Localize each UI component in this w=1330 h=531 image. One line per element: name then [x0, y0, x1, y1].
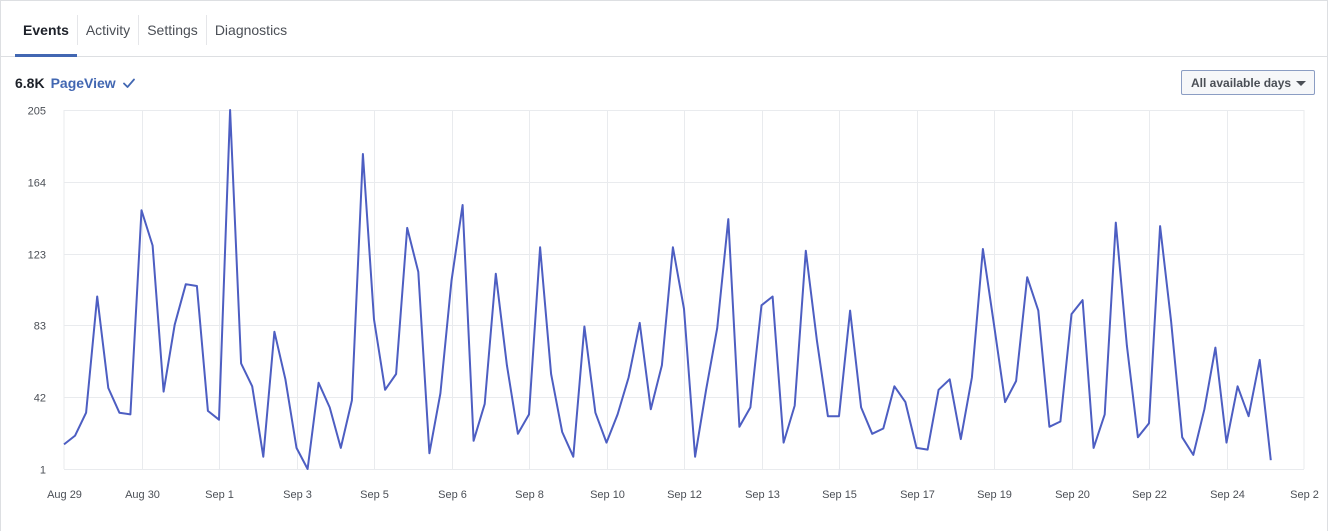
tab-bar: Events Activity Settings Diagnostics — [1, 1, 1327, 57]
date-range-dropdown[interactable]: All available days — [1181, 70, 1315, 95]
tab-divider — [138, 15, 139, 45]
x-tick-label: Sep 10 — [590, 489, 625, 501]
tab-activity[interactable]: Activity — [85, 22, 131, 38]
check-icon — [122, 76, 136, 90]
y-tick-label: 1 — [40, 465, 46, 477]
event-summary: 6.8K PageView — [15, 73, 136, 93]
tab-divider — [206, 15, 207, 45]
x-tick-label: Sep 5 — [360, 489, 389, 501]
tab-divider — [77, 15, 78, 45]
x-tick-label: Aug 29 — [47, 489, 82, 501]
event-name-link[interactable]: PageView — [50, 75, 116, 91]
y-tick-label: 83 — [34, 321, 46, 333]
x-tick-label: Sep 3 — [283, 489, 312, 501]
x-tick-label: Aug 30 — [125, 489, 160, 501]
y-tick-label: 164 — [28, 178, 46, 190]
x-tick-label: Sep 8 — [515, 489, 544, 501]
x-tick-label: Sep 20 — [1055, 489, 1090, 501]
caret-down-icon — [1296, 81, 1306, 86]
x-tick-label: Sep 6 — [438, 489, 467, 501]
y-tick-label: 123 — [28, 250, 46, 262]
series-line — [63, 109, 1272, 470]
x-tick-label: Sep 13 — [745, 489, 780, 501]
x-tick-label: Sep 2 — [1290, 489, 1319, 501]
x-tick-label: Sep 1 — [205, 489, 234, 501]
x-tick-label: Sep 17 — [900, 489, 935, 501]
x-tick-label: Sep 22 — [1132, 489, 1167, 501]
date-range-label: All available days — [1191, 75, 1292, 90]
tab-events[interactable]: Events — [15, 1, 77, 57]
x-tick-label: Sep 15 — [822, 489, 857, 501]
event-count: 6.8K — [15, 75, 45, 91]
tab-settings[interactable]: Settings — [147, 22, 198, 38]
y-tick-label: 42 — [34, 393, 46, 405]
x-tick-label: Sep 19 — [977, 489, 1012, 501]
x-tick-label: Sep 12 — [667, 489, 702, 501]
tab-diagnostics[interactable]: Diagnostics — [214, 22, 288, 38]
x-tick-label: Sep 24 — [1210, 489, 1245, 501]
y-tick-label: 205 — [28, 106, 46, 118]
